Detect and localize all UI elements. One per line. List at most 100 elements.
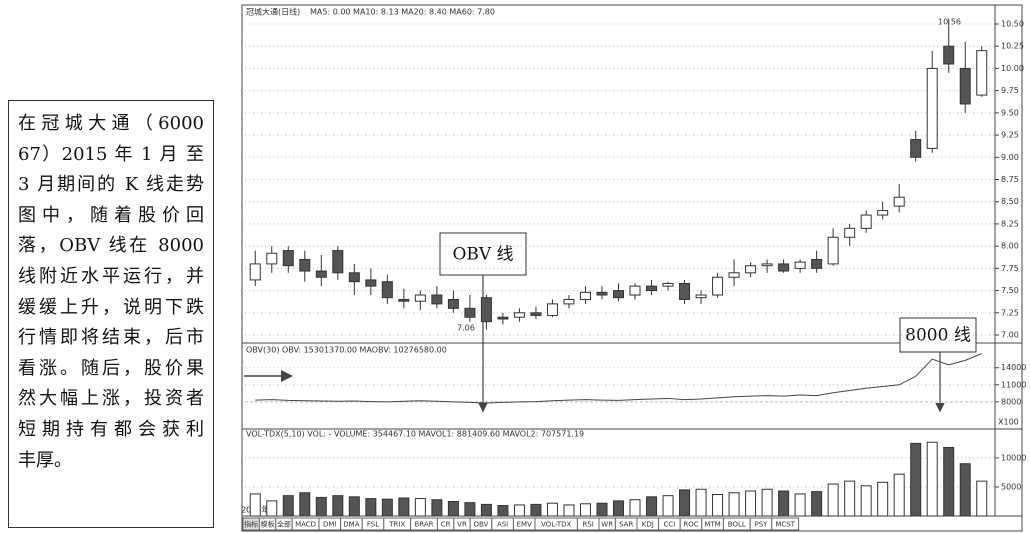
candle-body <box>530 312 542 316</box>
candle-body <box>299 258 311 272</box>
volume-bar <box>249 493 261 517</box>
candle-body <box>414 294 426 302</box>
tab-label[interactable]: DMA <box>343 521 359 529</box>
volume-bar <box>695 488 707 517</box>
tab-label[interactable]: RSI <box>583 521 594 529</box>
y-tick-label: 14000 <box>1001 363 1026 372</box>
candle-body <box>877 210 889 216</box>
candle-body <box>695 294 707 299</box>
volume-bar <box>579 503 591 517</box>
tab-label[interactable]: MACD <box>295 521 316 529</box>
tab-label[interactable]: ROC <box>683 521 698 529</box>
volume-bar <box>646 496 658 517</box>
candle-body <box>943 45 955 65</box>
tab[interactable] <box>771 517 800 531</box>
tab-label[interactable]: KDJ <box>642 521 654 529</box>
unit-label: X100 <box>998 418 1019 427</box>
tab-label[interactable]: 全部 <box>277 520 291 529</box>
tab-label[interactable]: SAR <box>619 521 633 529</box>
candle-body <box>712 276 724 296</box>
volume-bar <box>662 495 674 517</box>
y-tick-label: 10000 <box>1001 453 1026 462</box>
tab-label[interactable]: MCST <box>775 521 795 529</box>
volume-bar <box>893 473 905 517</box>
candle-body <box>926 67 938 149</box>
tab-label[interactable]: ASI <box>497 521 508 529</box>
volume-bar <box>613 500 624 517</box>
tab-label[interactable]: TRIX <box>388 521 405 529</box>
candle-body <box>447 298 459 309</box>
volume-bar <box>546 502 558 517</box>
volume-bar <box>827 483 839 517</box>
volume-bar <box>778 490 790 517</box>
tab-label[interactable]: MTM <box>704 521 720 529</box>
volume-bar <box>844 480 856 517</box>
candle-body <box>431 294 443 305</box>
tab-label[interactable]: VOL-TDX <box>541 521 572 529</box>
tab-label[interactable]: EMV <box>517 521 532 529</box>
candle-body <box>398 298 410 302</box>
callout: OBV 线 <box>452 245 513 265</box>
text-line: 3 月期间的 K 线走势 <box>18 174 204 196</box>
tab-label[interactable]: FSL <box>367 521 379 529</box>
candle-body <box>646 285 658 292</box>
callout-box <box>439 232 527 276</box>
tab-label[interactable]: CR <box>441 521 451 529</box>
candle-body <box>910 139 922 158</box>
tab-label[interactable]: OBV <box>474 521 489 529</box>
tab-label[interactable]: BRAR <box>414 521 433 529</box>
volume-bar <box>299 492 311 517</box>
volume-bar <box>530 503 542 517</box>
tab-label[interactable]: BOLL <box>728 521 746 529</box>
tab-label[interactable]: 指标 <box>244 520 258 529</box>
volume-bar <box>629 499 641 517</box>
candle-body <box>497 316 509 320</box>
tab-label[interactable]: DMI <box>323 521 337 529</box>
candle-body <box>662 282 674 287</box>
candle-body <box>761 263 773 267</box>
frame <box>241 4 1023 532</box>
volume-bar <box>282 495 294 517</box>
candle-body <box>976 50 988 96</box>
tab-label[interactable]: VR <box>457 521 467 529</box>
candle-body <box>959 67 971 105</box>
candle-body <box>794 261 806 269</box>
volume-bar <box>794 493 806 517</box>
tab-label[interactable]: 模板 <box>261 520 275 529</box>
volume-bar <box>398 497 410 517</box>
tab-label[interactable]: PSY <box>755 521 769 529</box>
candle-body <box>546 303 558 316</box>
tab-label[interactable]: WR <box>601 521 613 529</box>
candle-body <box>266 252 278 265</box>
y-tick-label: 11000 <box>1001 380 1026 389</box>
candle-body <box>513 312 525 318</box>
text-line: 在冠城大通（6000 <box>18 113 204 134</box>
annotation: 10.56 <box>938 18 961 27</box>
candle-body <box>827 236 839 265</box>
candle-body <box>332 250 344 274</box>
volume-bar <box>860 485 872 517</box>
text-line: 图中，随着股价回 <box>18 204 204 226</box>
volume-bar <box>497 505 509 517</box>
text-line: 落，OBV 线在 8000 <box>18 235 204 257</box>
volume-bar <box>332 495 344 517</box>
text-line: 短期持有都会获利 <box>18 418 204 440</box>
candle-body <box>315 270 327 278</box>
candle-body <box>860 214 872 229</box>
volume-bar <box>679 489 691 517</box>
y-tick-label: 9.50 <box>1001 108 1019 117</box>
y-tick-label: 5000 <box>1001 482 1021 491</box>
candle-body <box>679 282 691 300</box>
y-tick-label: 9.25 <box>1001 131 1019 140</box>
volume-bar <box>910 442 922 517</box>
candle-body <box>579 291 591 300</box>
volume-bar <box>976 480 988 517</box>
y-tick-label: 10.00 <box>1001 64 1024 73</box>
candle-body <box>596 291 608 296</box>
y-tick-label: 8.75 <box>1001 175 1019 184</box>
candle-body <box>464 307 476 318</box>
y-tick-label: 8.00 <box>1001 242 1019 251</box>
tab-label[interactable]: CCI <box>663 521 675 529</box>
